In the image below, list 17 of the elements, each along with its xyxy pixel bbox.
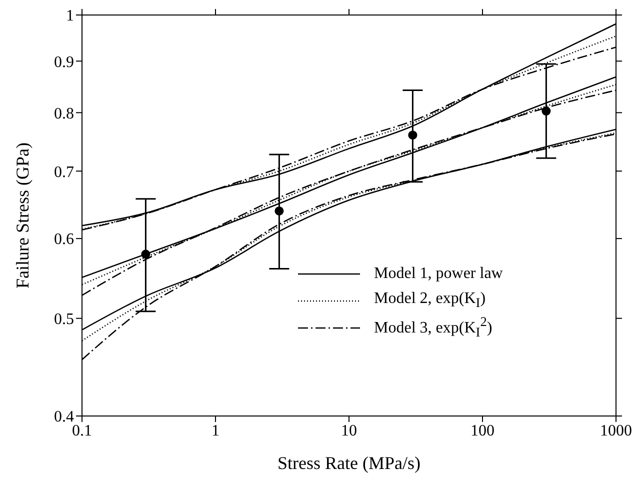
y-tick-label: 0.7 bbox=[54, 164, 74, 181]
y-tick-label: 0.4 bbox=[54, 408, 74, 426]
x-tick-label: 1000 bbox=[600, 422, 632, 440]
y-tick-label: 0.8 bbox=[54, 105, 74, 122]
x-tick-label: 1 bbox=[212, 422, 220, 440]
y-axis-title: Failure Stress (GPa) bbox=[12, 142, 32, 288]
y-tick-label: 1 bbox=[66, 8, 74, 25]
y-tick-label: 0.5 bbox=[54, 311, 74, 328]
legend-label: Model 2, exp(K$_{I}$) bbox=[374, 290, 486, 312]
legend-label: Model 3, exp(K$_{I}$$^{2}$) bbox=[374, 314, 492, 341]
y-tick-label: 0.9 bbox=[54, 54, 74, 71]
y-tick-label: 0.6 bbox=[54, 231, 74, 248]
legend-label: Model 1, power law bbox=[374, 264, 503, 282]
x-tick-label: 10 bbox=[341, 422, 357, 440]
x-tick-label: 100 bbox=[470, 422, 494, 440]
x-tick-label: 0.1 bbox=[72, 422, 92, 440]
x-axis-title: Stress Rate (MPa/s) bbox=[278, 453, 420, 473]
